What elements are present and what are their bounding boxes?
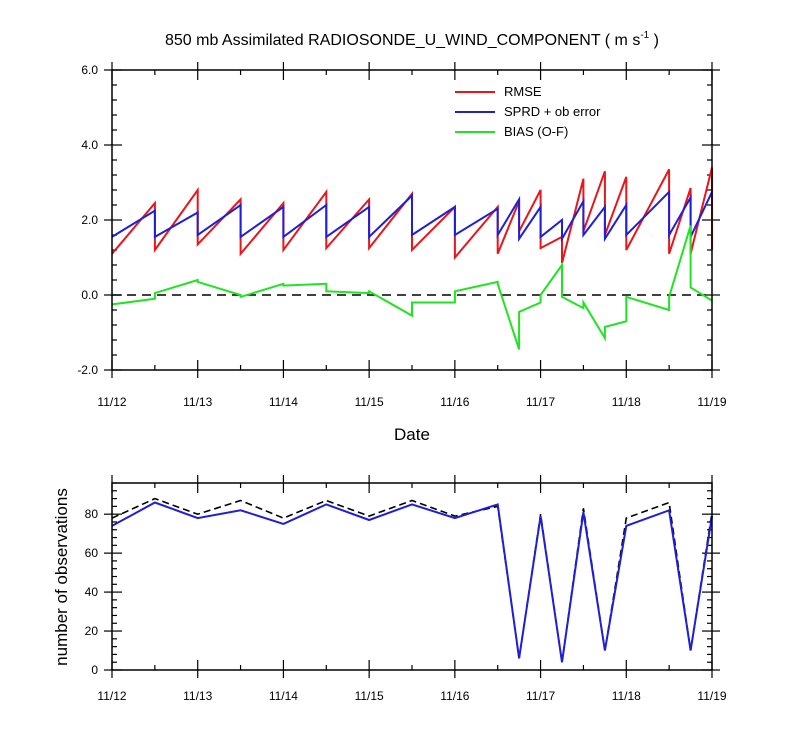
title-end: )	[649, 32, 659, 49]
legend-label: SPRD + ob error	[504, 104, 601, 119]
y-tick-label: 4.0	[81, 138, 98, 152]
top-plot-frame	[111, 69, 713, 371]
x-tick-label: 11/12	[97, 395, 126, 409]
legend-label: RMSE	[504, 84, 542, 99]
series-line-sprd-ob-error	[111, 189, 713, 243]
title-superscript: -1	[640, 30, 649, 41]
y-tick-label: 60	[85, 546, 99, 560]
legend-label: BIAS (O-F)	[504, 124, 568, 139]
y-tick-label: 80	[85, 507, 99, 521]
bottom-y-axis-title: number of observations	[52, 488, 71, 666]
x-tick-label: 11/14	[269, 689, 298, 703]
y-tick-label: 20	[85, 624, 99, 638]
bottom-plot-frame	[111, 482, 713, 671]
x-tick-label: 11/18	[612, 395, 641, 409]
y-tick-label: 40	[85, 585, 99, 599]
x-tick-label: 11/13	[183, 395, 212, 409]
top-chart-title: 850 mb Assimilated RADIOSONDE_U_WIND_COM…	[165, 30, 659, 49]
y-tick-label: 0	[91, 663, 98, 677]
series-line-possible	[111, 497, 713, 663]
x-tick-label: 11/16	[440, 689, 469, 703]
y-tick-label: 2.0	[81, 213, 98, 227]
y-tick-label: 0.0	[81, 288, 98, 302]
bottom-plot-area: 11/12 11/13 11/14 11/15 11/16 11/17 11/18 11/19…	[85, 475, 727, 703]
title-main: 850 mb Assimilated RADIOSONDE_U_WIND_COM…	[165, 32, 640, 49]
x-tick-label: 11/17	[526, 689, 555, 703]
x-tick-label: 11/12	[97, 689, 126, 703]
x-tick-label: 11/18	[612, 689, 641, 703]
series-line-assimilated	[111, 501, 713, 663]
y-tick-label: -2.0	[77, 363, 98, 377]
top-x-axis-title: Date	[394, 425, 430, 444]
x-tick-label: 11/19	[697, 395, 726, 409]
x-tick-label: 11/16	[440, 395, 469, 409]
x-tick-label: 11/19	[697, 689, 726, 703]
x-tick-label: 11/15	[355, 689, 384, 703]
x-tick-label: 11/17	[526, 395, 555, 409]
top-plot-area: 11/12 11/13 11/14 11/15 11/16 11/17 11/18 11/19…	[77, 62, 727, 409]
x-tick-label: 11/15	[355, 395, 384, 409]
series-line-bias-o-f	[111, 225, 713, 350]
x-tick-label: 11/13	[183, 689, 212, 703]
series-line-rmse	[111, 167, 713, 264]
y-tick-label: 6.0	[81, 63, 98, 77]
x-tick-label: 11/14	[269, 395, 298, 409]
